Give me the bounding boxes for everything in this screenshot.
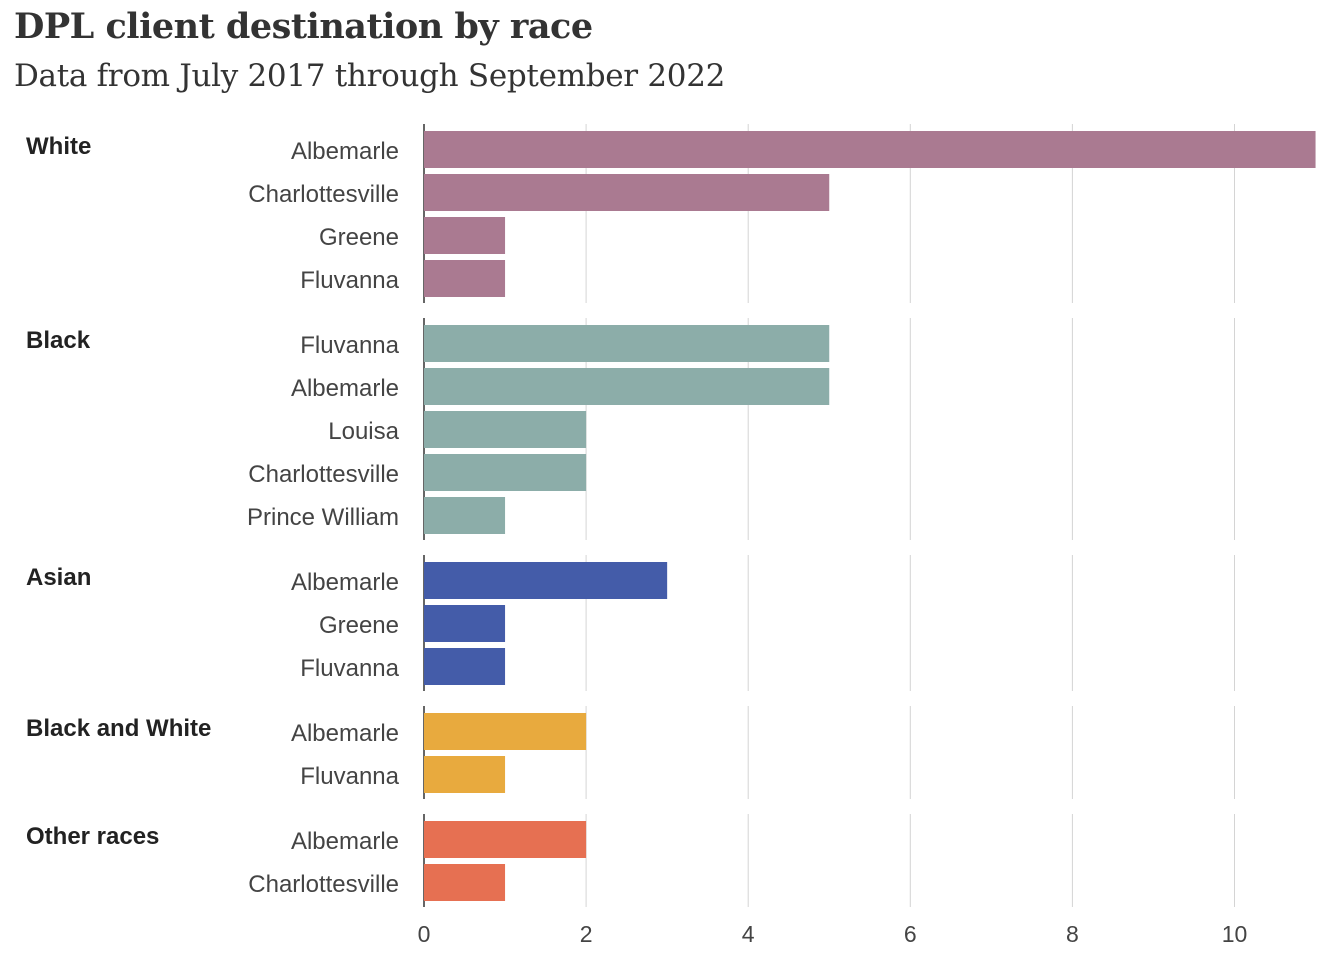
group-label: Black and White xyxy=(26,715,211,742)
bar xyxy=(424,821,587,858)
category-label: Fluvanna xyxy=(300,267,399,294)
category-label: Albemarle xyxy=(291,569,399,596)
category-label: Charlottesville xyxy=(248,871,399,898)
category-label: Fluvanna xyxy=(300,655,399,682)
bar xyxy=(424,497,506,534)
group-label: Black xyxy=(26,327,91,354)
category-label: Greene xyxy=(319,224,399,251)
bar xyxy=(424,131,1316,168)
bar xyxy=(424,217,506,254)
bar xyxy=(424,605,506,642)
category-label: Prince William xyxy=(247,504,399,531)
bar xyxy=(424,713,587,750)
chart-subtitle: Data from July 2017 through September 20… xyxy=(14,58,726,94)
category-label: Charlottesville xyxy=(248,461,399,488)
bar xyxy=(424,368,830,405)
category-label: Albemarle xyxy=(291,720,399,747)
bar xyxy=(424,174,830,211)
group-label: White xyxy=(26,133,91,160)
bar xyxy=(424,411,587,448)
group-label: Asian xyxy=(26,564,91,591)
bar xyxy=(424,648,506,685)
bar xyxy=(424,454,587,491)
bar xyxy=(424,756,506,793)
bar xyxy=(424,562,668,599)
bar xyxy=(424,260,506,297)
category-label: Louisa xyxy=(328,418,399,445)
category-label: Albemarle xyxy=(291,375,399,402)
bar xyxy=(424,864,506,901)
x-tick-label: 10 xyxy=(1222,921,1248,947)
x-tick-label: 0 xyxy=(418,921,431,947)
category-label: Fluvanna xyxy=(300,763,399,790)
chart-title: DPL client destination by race xyxy=(14,6,593,47)
category-label: Albemarle xyxy=(291,828,399,855)
x-tick-label: 4 xyxy=(742,921,755,947)
x-tick-label: 8 xyxy=(1066,921,1079,947)
group-label: Other races xyxy=(26,823,159,850)
category-label: Fluvanna xyxy=(300,332,399,359)
category-label: Albemarle xyxy=(291,138,399,165)
category-label: Greene xyxy=(319,612,399,639)
x-tick-label: 6 xyxy=(904,921,917,947)
category-label: Charlottesville xyxy=(248,181,399,208)
bar xyxy=(424,325,830,362)
x-tick-label: 2 xyxy=(580,921,593,947)
